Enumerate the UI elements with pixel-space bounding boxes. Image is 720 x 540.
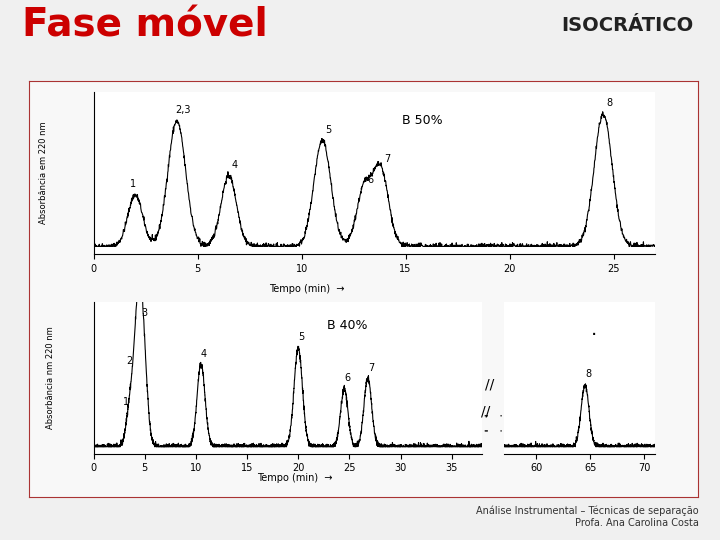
Text: 2: 2 bbox=[126, 356, 132, 366]
Text: 8: 8 bbox=[585, 369, 591, 380]
Text: ISOCRÁTICO: ISOCRÁTICO bbox=[562, 16, 694, 36]
Text: Profa. Ana Carolina Costa: Profa. Ana Carolina Costa bbox=[575, 518, 698, 528]
Text: 6: 6 bbox=[367, 174, 373, 185]
Text: 5: 5 bbox=[325, 125, 332, 134]
Text: 4: 4 bbox=[201, 349, 207, 359]
Text: //: // bbox=[482, 405, 490, 419]
Text: Absorbância em 220 nm: Absorbância em 220 nm bbox=[39, 122, 48, 224]
Text: 7: 7 bbox=[368, 362, 374, 373]
Text: Fase móvel: Fase móvel bbox=[22, 7, 267, 45]
Text: .: . bbox=[590, 320, 597, 339]
Text: 8: 8 bbox=[606, 98, 613, 108]
Text: 4: 4 bbox=[232, 160, 238, 170]
Text: 1: 1 bbox=[130, 179, 136, 189]
Text: Análise Instrumental – Técnicas de separação: Análise Instrumental – Técnicas de separ… bbox=[476, 505, 698, 516]
Text: Absorbância nm 220 nm: Absorbância nm 220 nm bbox=[46, 327, 55, 429]
Text: 3: 3 bbox=[142, 307, 148, 318]
Text: B 50%: B 50% bbox=[402, 114, 443, 127]
Text: 7: 7 bbox=[384, 154, 390, 164]
Text: 1: 1 bbox=[123, 397, 130, 407]
Text: 6: 6 bbox=[344, 374, 351, 383]
Text: //: // bbox=[485, 378, 494, 392]
Text: 2,3: 2,3 bbox=[175, 105, 191, 116]
Text: Tempo (min)  →: Tempo (min) → bbox=[269, 285, 345, 294]
Text: B 40%: B 40% bbox=[327, 319, 367, 332]
Text: 5: 5 bbox=[298, 332, 305, 342]
Text: Tempo (min)  →: Tempo (min) → bbox=[258, 473, 333, 483]
